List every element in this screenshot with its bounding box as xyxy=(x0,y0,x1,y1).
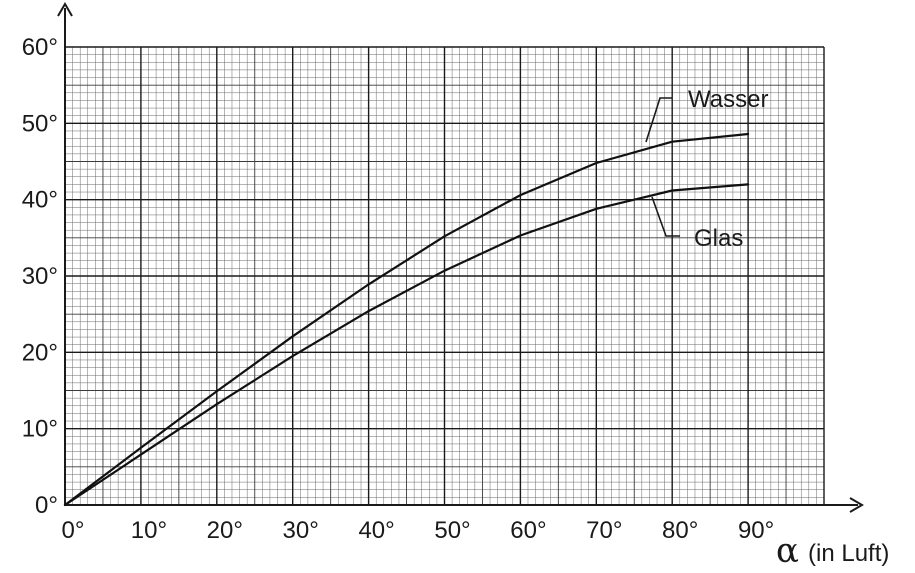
y-tick-label: 10° xyxy=(22,416,58,443)
x-axis-arrow-icon xyxy=(849,497,864,513)
x-axis-label: α (in Luft) xyxy=(776,531,889,571)
y-axis xyxy=(57,2,73,505)
series-lines xyxy=(63,132,750,507)
x-tick-label: 30° xyxy=(283,517,319,544)
x-tick-label: 40° xyxy=(358,517,394,544)
x-axis xyxy=(65,497,864,513)
series-label-wasser-group: Wasser xyxy=(645,86,768,143)
series-label-glas: Glas xyxy=(694,225,743,252)
y-tick-label: 60° xyxy=(22,34,58,61)
x-tick-label: 20° xyxy=(207,517,243,544)
series-line-wasser xyxy=(63,132,750,507)
y-tick-label: 0° xyxy=(35,492,58,519)
glas-leader-line xyxy=(651,196,680,237)
y-tick-labels: 0° 10° 20° 30° 40° 50° 60° xyxy=(22,34,58,519)
y-tick-label: 30° xyxy=(22,263,58,290)
x-tick-label: 50° xyxy=(434,517,470,544)
y-tick-label: 40° xyxy=(22,187,58,214)
y-axis-arrow-icon xyxy=(57,2,73,17)
x-tick-label: 80° xyxy=(662,517,698,544)
x-tick-label: 10° xyxy=(131,517,167,544)
wasser-leader-line xyxy=(645,97,672,143)
series-label-wasser: Wasser xyxy=(688,86,768,113)
x-tick-label: 60° xyxy=(510,517,546,544)
major-grid xyxy=(64,46,825,506)
x-tick-label: 90° xyxy=(738,517,774,544)
y-tick-label: 50° xyxy=(22,110,58,137)
x-tick-label: 0° xyxy=(62,517,85,544)
series-label-glas-group: Glas xyxy=(651,196,743,252)
series-line-glas xyxy=(63,183,750,507)
x-tick-label: 70° xyxy=(586,517,622,544)
x-axis-unit: (in Luft) xyxy=(808,540,889,567)
x-axis-symbol: α xyxy=(776,531,799,571)
y-tick-label: 20° xyxy=(22,339,58,366)
x-tick-labels: 0° 10° 20° 30° 40° 50° 60° 70° 80° 90° xyxy=(62,517,775,544)
